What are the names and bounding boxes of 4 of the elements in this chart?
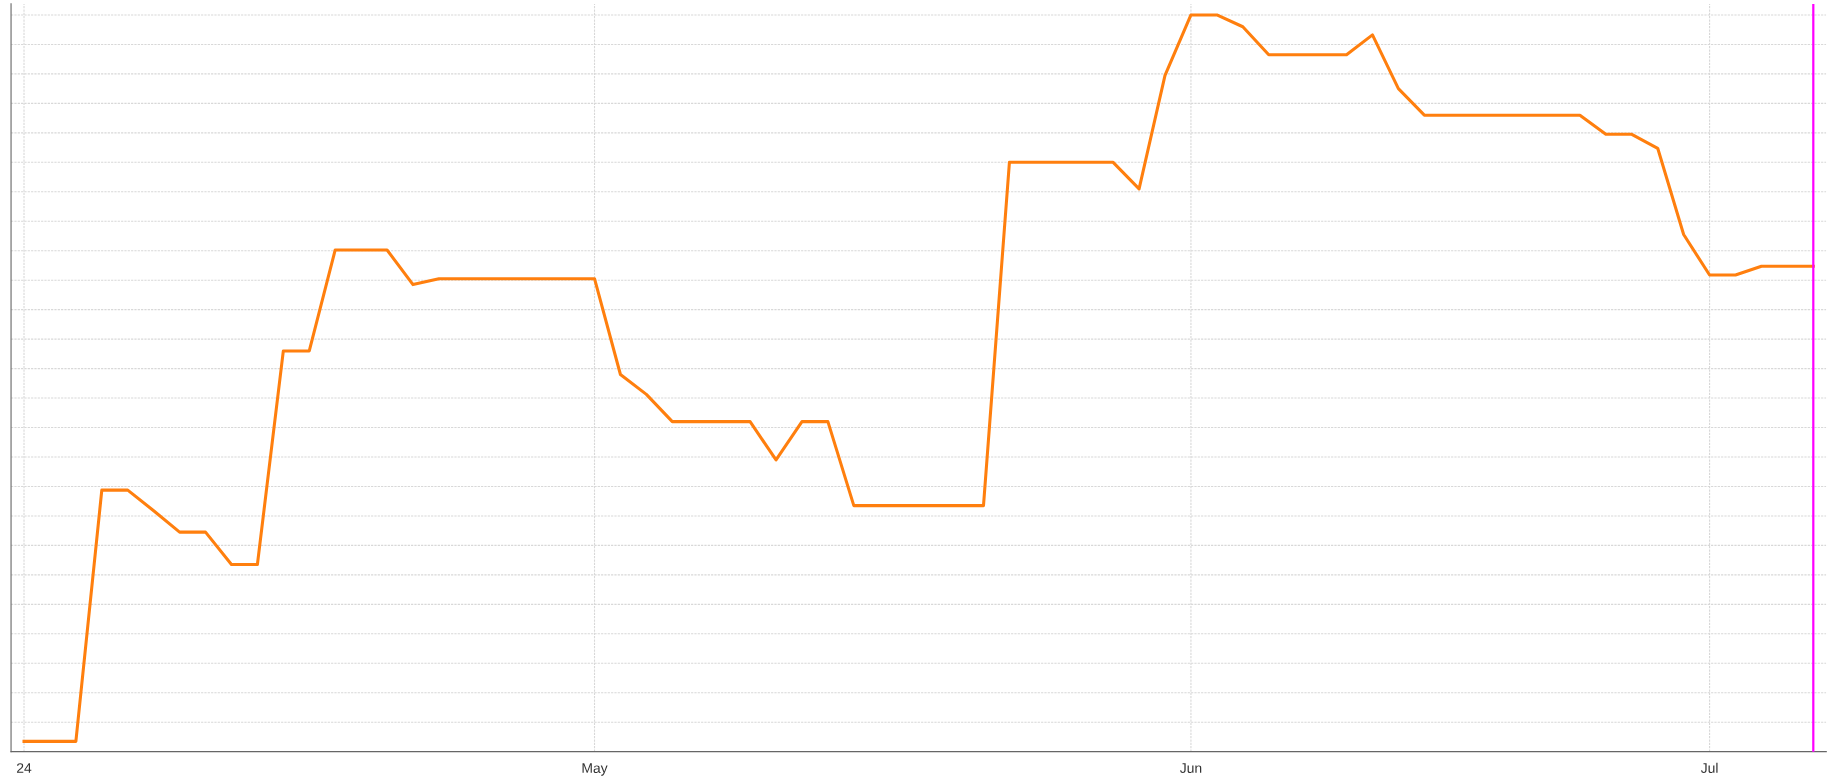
x-tick-label: Jul bbox=[1700, 762, 1718, 773]
x-tick-label: Jun bbox=[1179, 763, 1202, 773]
x-tick-label: 24 bbox=[16, 763, 32, 773]
x-tick-label: May bbox=[582, 763, 608, 776]
